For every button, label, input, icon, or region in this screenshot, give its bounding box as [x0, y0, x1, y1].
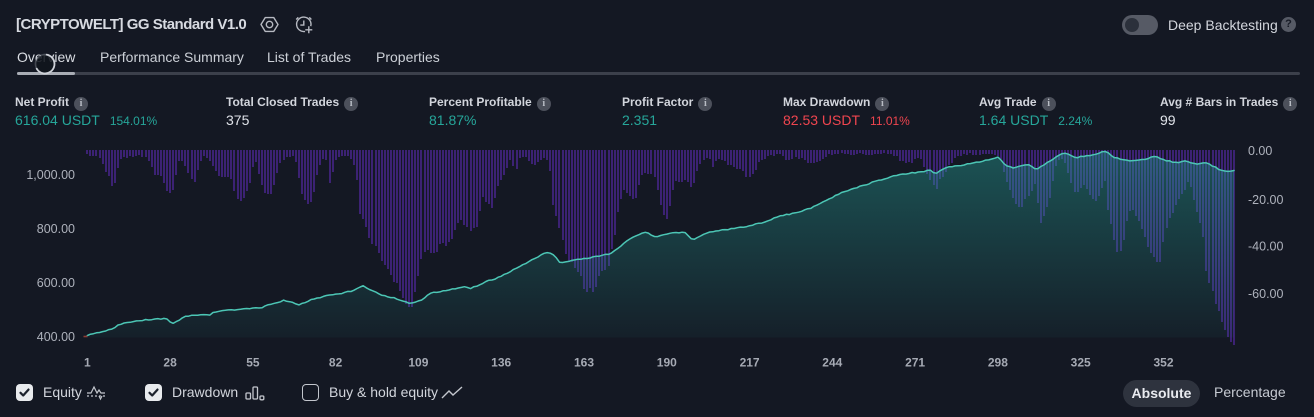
svg-text:298: 298 — [988, 356, 1008, 370]
svg-text:325: 325 — [1071, 356, 1091, 370]
svg-text:-40.00: -40.00 — [1248, 240, 1283, 254]
svg-text:217: 217 — [740, 356, 760, 370]
svg-text:244: 244 — [822, 356, 842, 370]
svg-text:400.00: 400.00 — [37, 330, 75, 344]
svg-text:82: 82 — [329, 356, 343, 370]
svg-text:163: 163 — [574, 356, 594, 370]
svg-text:0.00: 0.00 — [1248, 144, 1272, 158]
svg-text:28: 28 — [163, 356, 177, 370]
svg-text:136: 136 — [491, 356, 511, 370]
svg-text:600.00: 600.00 — [37, 276, 75, 290]
svg-text:1: 1 — [84, 356, 91, 370]
svg-text:1,000.00: 1,000.00 — [26, 168, 75, 182]
svg-text:-20.00: -20.00 — [1248, 193, 1283, 207]
svg-text:-60.00: -60.00 — [1248, 287, 1283, 301]
svg-text:190: 190 — [657, 356, 677, 370]
svg-text:352: 352 — [1153, 356, 1173, 370]
svg-text:271: 271 — [905, 356, 925, 370]
svg-text:55: 55 — [246, 356, 260, 370]
svg-text:800.00: 800.00 — [37, 222, 75, 236]
svg-text:109: 109 — [408, 356, 428, 370]
